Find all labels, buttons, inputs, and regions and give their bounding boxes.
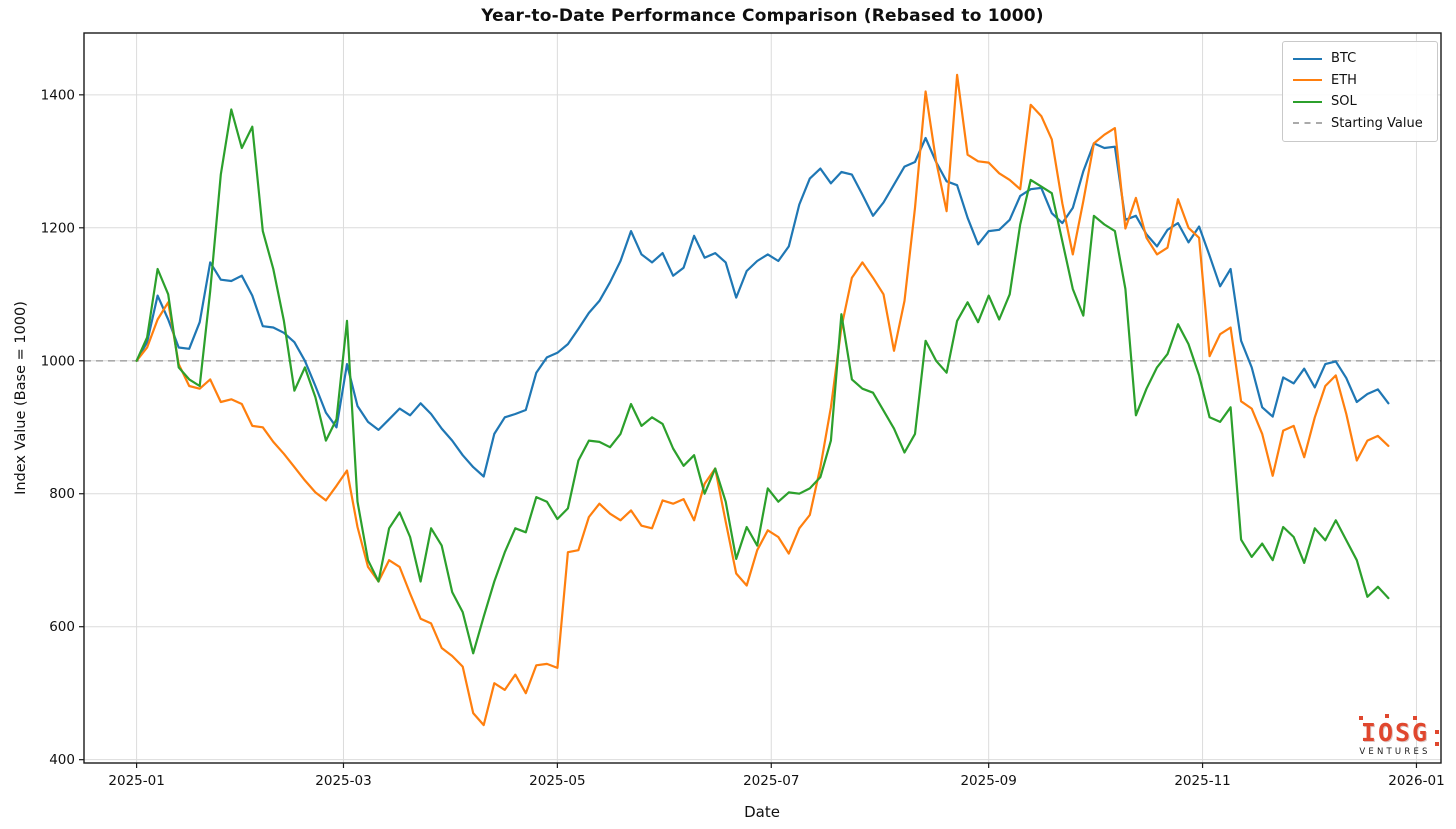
svg-text:2026-01: 2026-01 (1388, 773, 1444, 789)
svg-text:400: 400 (49, 752, 75, 768)
legend-label-starting-value: Starting Value (1331, 115, 1423, 131)
legend: BTC ETH SOL Starting Value (1282, 41, 1438, 142)
legend-item-btc: BTC (1293, 48, 1427, 70)
svg-text:800: 800 (49, 486, 75, 502)
svg-text:2025-03: 2025-03 (315, 773, 371, 789)
iosg-ventures-logo: IOSG VENTURES (1351, 714, 1439, 757)
btc-line-swatch (1293, 57, 1322, 60)
chart-title: Year-to-Date Performance Comparison (Reb… (481, 6, 1044, 26)
logo-pixel (1413, 716, 1417, 720)
svg-text:600: 600 (49, 619, 75, 635)
svg-text:2025-05: 2025-05 (529, 773, 585, 789)
svg-text:1400: 1400 (41, 87, 75, 103)
y-axis-label: Index Value (Base = 1000) (13, 301, 29, 495)
eth-line-swatch (1293, 79, 1322, 82)
logo-pixel (1359, 716, 1363, 720)
svg-text:1200: 1200 (41, 220, 75, 236)
logo-pixel (1435, 742, 1439, 746)
x-axis-label: Date (744, 803, 780, 821)
legend-label-btc: BTC (1331, 51, 1357, 67)
legend-item-sol: SOL (1293, 91, 1427, 113)
legend-item-eth: ETH (1293, 70, 1427, 92)
logo-wordmark: IOSG (1360, 718, 1430, 747)
svg-text:2025-09: 2025-09 (960, 773, 1016, 789)
legend-label-eth: ETH (1331, 72, 1357, 88)
svg-text:2025-01: 2025-01 (108, 773, 164, 789)
sol-line-swatch (1293, 100, 1322, 103)
legend-item-starting-value: Starting Value (1293, 113, 1427, 135)
logo-pixel (1385, 714, 1389, 718)
logo-pixel (1435, 730, 1439, 734)
svg-text:2025-07: 2025-07 (743, 773, 799, 789)
svg-text:2025-11: 2025-11 (1174, 773, 1230, 789)
logo-subtext: VENTURES (1359, 747, 1431, 757)
starting-value-line-swatch (1293, 122, 1322, 125)
legend-label-sol: SOL (1331, 94, 1357, 110)
svg-text:1000: 1000 (41, 353, 75, 369)
